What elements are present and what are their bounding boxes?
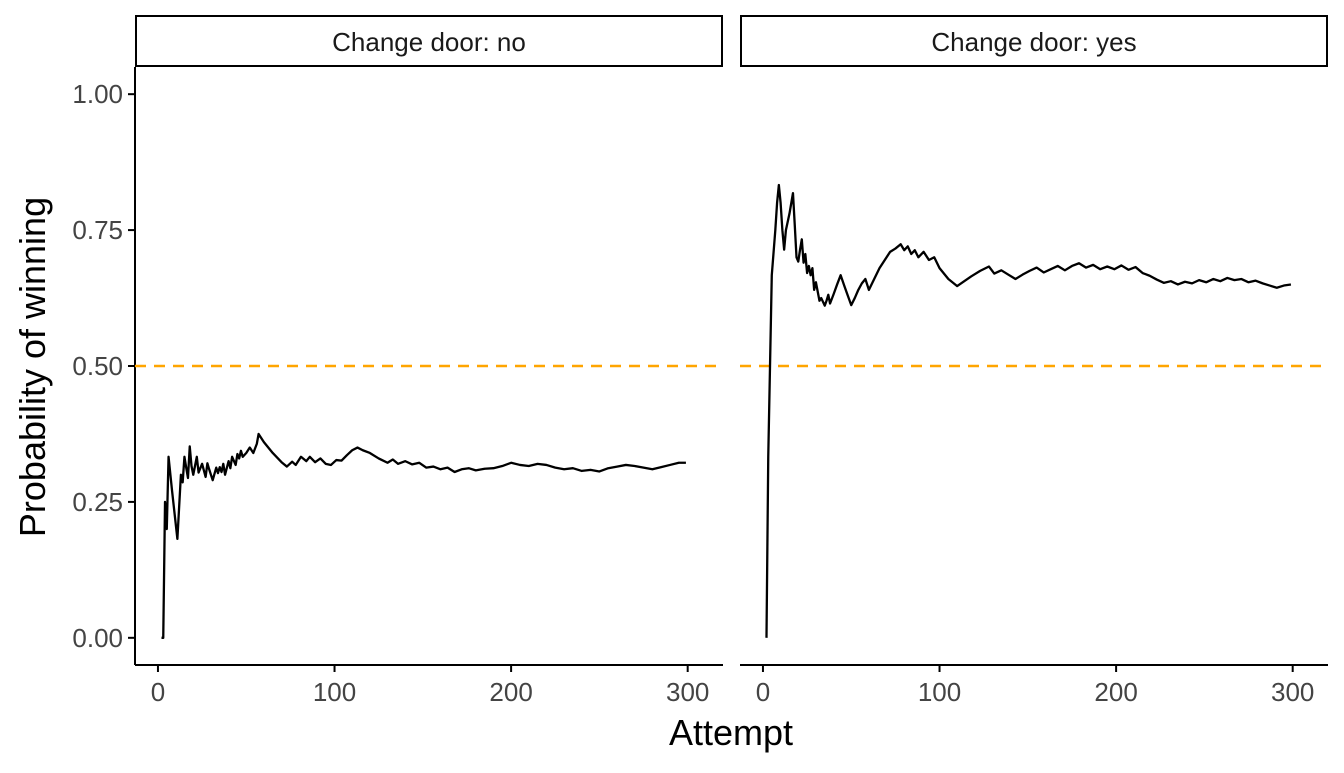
win-probability-line bbox=[161, 432, 686, 639]
x-tick-label: 300 bbox=[1271, 677, 1314, 707]
x-tick-label: 200 bbox=[489, 677, 532, 707]
y-tick-label: 0.00 bbox=[72, 623, 123, 653]
facet-panel-1: Change door: no 0 100 200 300 bbox=[135, 15, 723, 707]
y-tick-label: 0.50 bbox=[72, 351, 123, 381]
x-tick-label: 0 bbox=[151, 677, 165, 707]
x-axis-title: Attempt bbox=[669, 712, 793, 753]
facet-panels: 0.00 0.25 0.50 0.75 1.00 Change door: no 0 100 2… bbox=[72, 15, 1328, 707]
x-tick-label: 100 bbox=[918, 677, 961, 707]
y-tick-label: 0.25 bbox=[72, 487, 123, 517]
y-axis-title: Probability of winning bbox=[12, 197, 53, 537]
x-tick-label: 300 bbox=[666, 677, 709, 707]
y-tick-label: 0.75 bbox=[72, 215, 123, 245]
win-probability-line bbox=[765, 183, 1292, 638]
x-tick-label: 100 bbox=[313, 677, 356, 707]
x-tick-label: 0 bbox=[756, 677, 770, 707]
facet-strip bbox=[740, 15, 1328, 67]
facet-panel-2: Change door: yes 0 100 200 300 bbox=[740, 15, 1328, 707]
facet-strip-label: Change door: yes bbox=[931, 27, 1136, 57]
y-tick-label: 1.00 bbox=[72, 79, 123, 109]
facet-strip-label: Change door: no bbox=[332, 27, 526, 57]
x-tick-label: 200 bbox=[1094, 677, 1137, 707]
facet-strip bbox=[135, 15, 723, 67]
